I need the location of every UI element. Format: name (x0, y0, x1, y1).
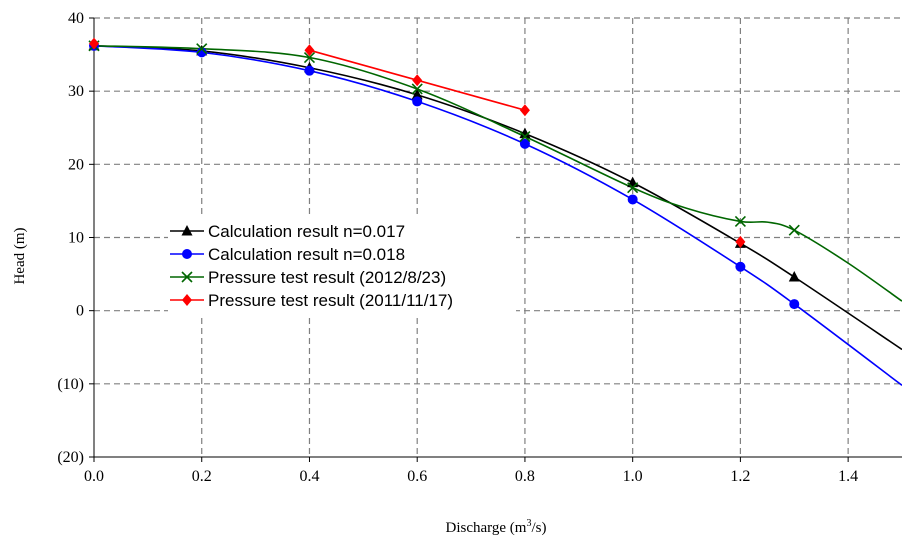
y-tick-label: (20) (57, 449, 84, 466)
x-marker-stroke (196, 43, 208, 55)
data-point-series-4 (412, 74, 423, 87)
data-point-series-3 (411, 83, 423, 95)
x-marker-stroke (788, 224, 800, 236)
data-point-series-2 (789, 299, 800, 310)
x-marker-stroke (411, 83, 423, 95)
data-point-series-4 (89, 37, 99, 50)
data-point-series-4 (735, 235, 746, 248)
x-marker-stroke (519, 130, 531, 143)
x-tick-label: 1.0 (623, 468, 643, 485)
legend-marker (181, 271, 193, 283)
legend: Calculation result n=0.017 Calculation re… (170, 222, 453, 310)
legend-label: Calculation result n=0.018 (208, 245, 405, 264)
y-tick-label: 30 (68, 83, 84, 100)
y-tick-label: 10 (68, 230, 84, 247)
data-point-series-2 (735, 261, 746, 272)
data-point-series-1 (519, 127, 531, 139)
y-tick-label: (10) (57, 376, 84, 393)
legend-label: Pressure test result (2012/8/23) (208, 268, 446, 287)
x-marker-stroke (181, 271, 193, 283)
data-point-series-1 (788, 271, 800, 282)
x-marker-stroke (734, 215, 746, 227)
x-marker-stroke (627, 182, 639, 194)
y-tick-label: 20 (68, 156, 84, 173)
x-tick-label: 1.2 (730, 468, 750, 485)
x-tick-label: 0.0 (84, 468, 104, 485)
data-point-series-2 (412, 96, 423, 107)
x-axis-title-tail: /s) (531, 520, 546, 536)
tick-labels: 40 30 20 10 0 (10) (20)0.0 0.2 0.4 0.6 0.8 1.0 1.2 1.… (57, 10, 858, 485)
data-point-series-2 (196, 47, 207, 58)
data-point-series-3 (788, 224, 800, 236)
data-point-series-2 (304, 65, 315, 76)
x-tick-label: 0.4 (299, 468, 319, 485)
data-point-series-3 (734, 215, 746, 227)
data-point-series-3 (196, 43, 208, 55)
data-point-series-3 (303, 51, 316, 64)
legend-label: Pressure test result (2011/11/17) (208, 291, 453, 310)
legend-background (168, 214, 516, 318)
y-tick-label: 40 (68, 10, 84, 27)
data-point-series-3 (627, 182, 639, 194)
legend-marker (182, 249, 192, 259)
x-tick-label: 0.6 (407, 468, 427, 485)
data-point-series-3 (519, 130, 531, 143)
axes (89, 17, 902, 462)
data-point-series-4 (304, 44, 315, 57)
x-tick-label: 0.8 (515, 468, 535, 485)
series-markers (88, 37, 800, 310)
legend-marker (181, 225, 193, 236)
data-point-series-2 (519, 138, 530, 149)
data-point-series-1 (411, 88, 423, 100)
x-marker-stroke (303, 51, 316, 64)
y-axis-title: Head (m) (12, 227, 28, 284)
x-tick-label: 1.4 (838, 468, 858, 485)
legend-marker (182, 294, 192, 306)
legend-label: Calculation result n=0.017 (208, 222, 405, 241)
x-axis-title-main: Discharge (m (446, 520, 527, 536)
x-axis-title: Discharge (m3/s) (446, 518, 547, 536)
x-axis-title-sup: 3 (526, 518, 531, 529)
data-point-series-4 (519, 104, 530, 117)
x-tick-label: 0.2 (192, 468, 212, 485)
data-point-series-1 (627, 176, 639, 188)
y-tick-label: 0 (76, 303, 84, 320)
data-point-series-2 (627, 194, 638, 205)
